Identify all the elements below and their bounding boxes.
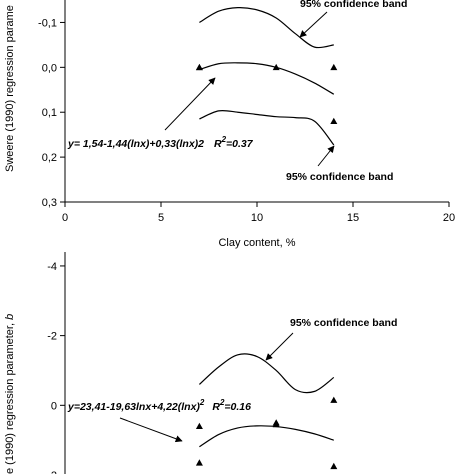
equation: y= 1,54-1,44(lnx)+0,33(lnx)2 R2=0.37 <box>67 135 254 150</box>
arrow <box>299 11 328 38</box>
data-point <box>330 462 338 470</box>
x-tick-label: 15 <box>347 212 359 224</box>
arrow <box>164 77 216 131</box>
equation-text: y=23,41-19,63lnx+4,22(lnx) <box>67 401 200 413</box>
x-axis-label: Clay content, % <box>218 237 295 249</box>
curve <box>198 353 335 394</box>
arrow <box>119 417 183 443</box>
y-axis-label: e (1990) regression parameter, b <box>4 314 16 474</box>
annotation: 95% confidence band <box>290 317 397 329</box>
x-tick-label: 0 <box>62 212 68 224</box>
y-tick-label: 0 <box>51 400 57 412</box>
data-point <box>195 422 203 430</box>
y-tick-label: 0,0 <box>42 62 57 74</box>
y-axis-label: Sweere (1990) regression parame <box>4 5 16 172</box>
curve <box>199 425 334 448</box>
data-point <box>195 459 203 466</box>
y-tick-label: 0,1 <box>42 107 57 119</box>
arrow <box>265 332 294 361</box>
y-tick-label: -4 <box>47 261 57 273</box>
y-axis-label-text: e (1990) regression parameter, <box>4 320 16 474</box>
r2-value: =0.16 <box>224 401 251 413</box>
x-tick-label: 10 <box>251 212 263 224</box>
data-point <box>330 396 338 403</box>
x-tick-label: 20 <box>443 212 455 224</box>
data-point <box>330 63 338 71</box>
y-axis-label-symbol: b <box>4 314 16 320</box>
equation-exponent: 2 <box>199 398 205 407</box>
y-tick-label: -0,1 <box>38 17 57 29</box>
curve <box>199 6 334 49</box>
arrow <box>317 145 335 167</box>
y-tick-label: 0,3 <box>42 197 57 209</box>
curve <box>199 109 335 146</box>
r2-symbol: R <box>212 401 220 413</box>
r2-symbol: R <box>214 138 222 150</box>
r2-exponent: 2 <box>219 398 225 407</box>
data-point <box>330 117 338 124</box>
x-tick-label: 5 <box>158 212 164 224</box>
equation-text: y= 1,54-1,44(lnx)+0,33(lnx)2 <box>67 138 204 150</box>
y-tick-label: -2 <box>47 331 57 343</box>
r2-exponent: 2 <box>221 135 227 144</box>
annotation: 95% confidence band <box>286 171 393 183</box>
data-point <box>272 419 280 426</box>
y-tick-label: 0,2 <box>42 152 57 164</box>
equation: y=23,41-19,63lnx+4,22(lnx)2 R2=0.16 <box>67 398 251 413</box>
curve <box>199 62 335 95</box>
annotation: 95% confidence band <box>300 0 407 10</box>
r2-value: =0.37 <box>226 138 254 150</box>
y-tick-label: 2 <box>51 470 57 474</box>
